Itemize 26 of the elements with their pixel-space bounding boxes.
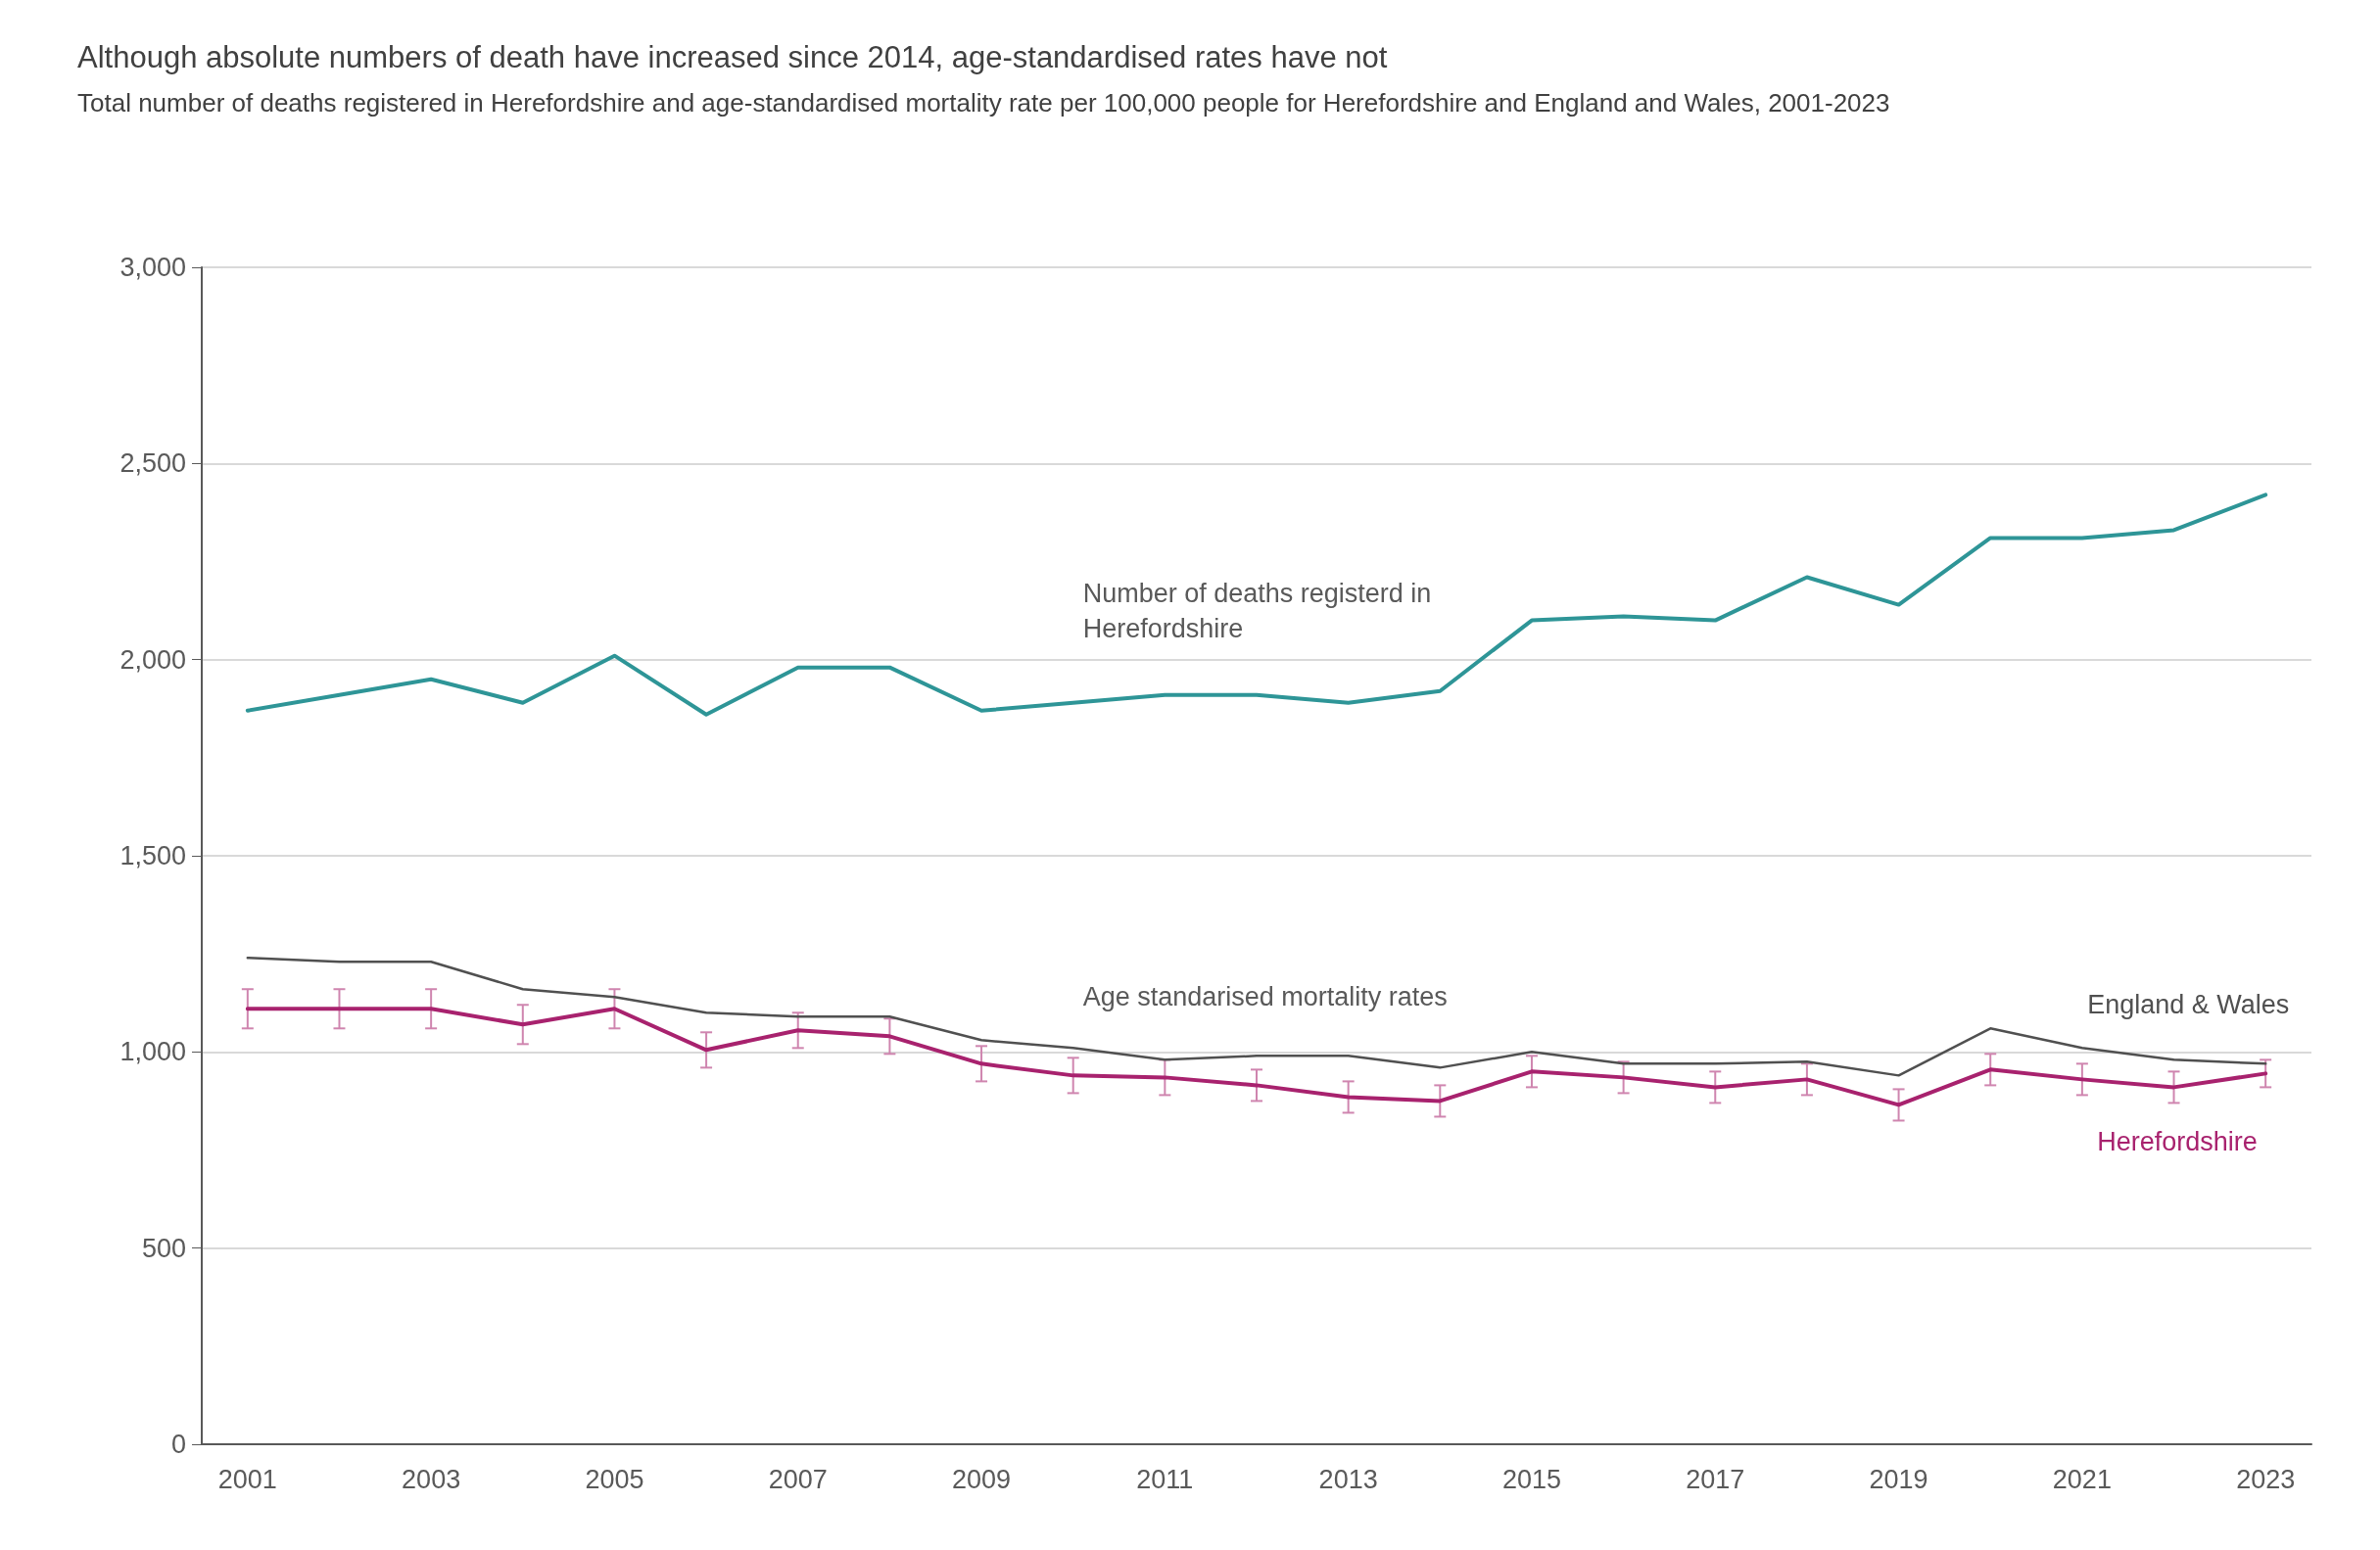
x-tick-label: 2003 [402,1464,461,1494]
chart-subtitle: Total number of deaths registered in Herefordshire and age-standardised mortality rate per 100,000 people for Herefordshire and England and Wales, 2001-2023 [77,88,1890,117]
y-tick-label: 2,000 [119,644,186,675]
x-tick-label: 2017 [1686,1464,1745,1494]
y-tick-label: 1,500 [119,841,186,870]
y-tick-label: 3,000 [119,253,186,282]
x-tick-label: 2007 [768,1464,828,1494]
x-tick-label: 2015 [1501,1464,1561,1494]
chart-title: Although absolute numbers of death have increased since 2014, age-standardised rates have not [77,40,1388,74]
series-label: Herefordshire [2097,1127,2258,1157]
x-tick-label: 2023 [2236,1464,2296,1494]
x-tick-label: 2013 [1318,1464,1378,1494]
x-tick-label: 2009 [952,1464,1012,1494]
y-tick-label: 0 [170,1430,186,1459]
annotation: Age standarised mortality rates [1082,982,1448,1012]
y-tick-label: 1,000 [119,1037,186,1067]
line-series [245,493,2268,717]
x-tick-label: 2019 [1869,1464,1928,1494]
y-tick-label: 500 [141,1233,186,1263]
annotation: Number of deaths registerd in Herefordshire [1082,578,1432,643]
x-tick-label: 2001 [217,1464,277,1494]
x-tick-label: 2005 [585,1464,644,1494]
x-tick-label: 2011 [1136,1464,1194,1494]
x-tick-label: 2021 [2052,1464,2112,1494]
series-label: England & Wales [2087,990,2290,1020]
y-tick-label: 2,500 [119,448,186,479]
